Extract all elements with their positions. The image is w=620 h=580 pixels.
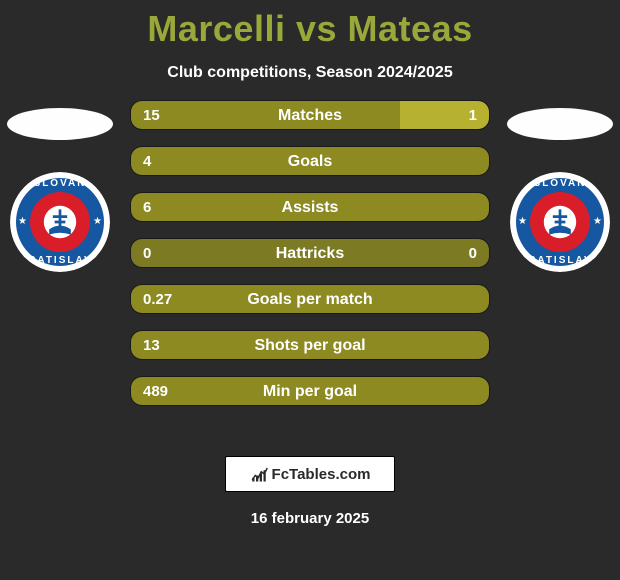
stat-bar-left: 13	[131, 331, 489, 359]
left-flag-icon	[7, 108, 113, 140]
stat-value-right: 0	[469, 245, 477, 262]
stat-value-left: 0.27	[143, 291, 172, 308]
comparison-body: SLOVAN BRATISLAVA ★ ★ SLOVAN BRATISLAVA …	[0, 100, 620, 440]
stat-bar-left: 15	[131, 101, 400, 129]
stat-value-left: 13	[143, 337, 160, 354]
stat-row: 489Min per goal	[130, 376, 490, 406]
comparison-title: Marcelli vs Mateas	[0, 0, 620, 50]
left-club-crest-icon: SLOVAN BRATISLAVA ★ ★	[10, 172, 110, 272]
crest-text-top: SLOVAN	[10, 178, 110, 189]
title-vs: vs	[296, 8, 337, 49]
chart-icon	[250, 465, 268, 483]
left-player-column: SLOVAN BRATISLAVA ★ ★	[0, 100, 120, 272]
stat-value-left: 4	[143, 153, 151, 170]
player-right-name: Mateas	[348, 8, 473, 49]
right-flag-icon	[507, 108, 613, 140]
crest-text-bottom: BRATISLAVA	[10, 255, 110, 266]
stat-value-left: 15	[143, 107, 160, 124]
stat-row: 6Assists	[130, 192, 490, 222]
stat-row: 00Hattricks	[130, 238, 490, 268]
brand-text: FcTables.com	[272, 466, 371, 483]
stat-bar-left: 0.27	[131, 285, 489, 313]
comparison-subtitle: Club competitions, Season 2024/2025	[0, 64, 620, 82]
stat-bar-left: 4	[131, 147, 489, 175]
stat-bar-right: 0	[310, 239, 489, 267]
crest-emblem-icon	[534, 196, 586, 248]
stat-bar-right: 1	[400, 101, 490, 129]
right-player-column: SLOVAN BRATISLAVA ★ ★	[500, 100, 620, 272]
stat-bar-left: 0	[131, 239, 310, 267]
brand-logo: FcTables.com	[225, 456, 395, 492]
right-club-crest-icon: SLOVAN BRATISLAVA ★ ★	[510, 172, 610, 272]
stat-bar-left: 6	[131, 193, 489, 221]
crest-text-bottom: BRATISLAVA	[510, 255, 610, 266]
stat-value-left: 489	[143, 383, 168, 400]
stat-value-right: 1	[469, 107, 477, 124]
stat-row: 151Matches	[130, 100, 490, 130]
stat-row: 4Goals	[130, 146, 490, 176]
footer-date: 16 february 2025	[0, 510, 620, 527]
stat-row: 0.27Goals per match	[130, 284, 490, 314]
player-left-name: Marcelli	[147, 8, 285, 49]
stat-bar-left: 489	[131, 377, 489, 405]
stat-row: 13Shots per goal	[130, 330, 490, 360]
stat-value-left: 6	[143, 199, 151, 216]
stat-value-left: 0	[143, 245, 151, 262]
stat-bars: 151Matches4Goals6Assists00Hattricks0.27G…	[130, 100, 490, 422]
crest-emblem-icon	[34, 196, 86, 248]
crest-text-top: SLOVAN	[510, 178, 610, 189]
